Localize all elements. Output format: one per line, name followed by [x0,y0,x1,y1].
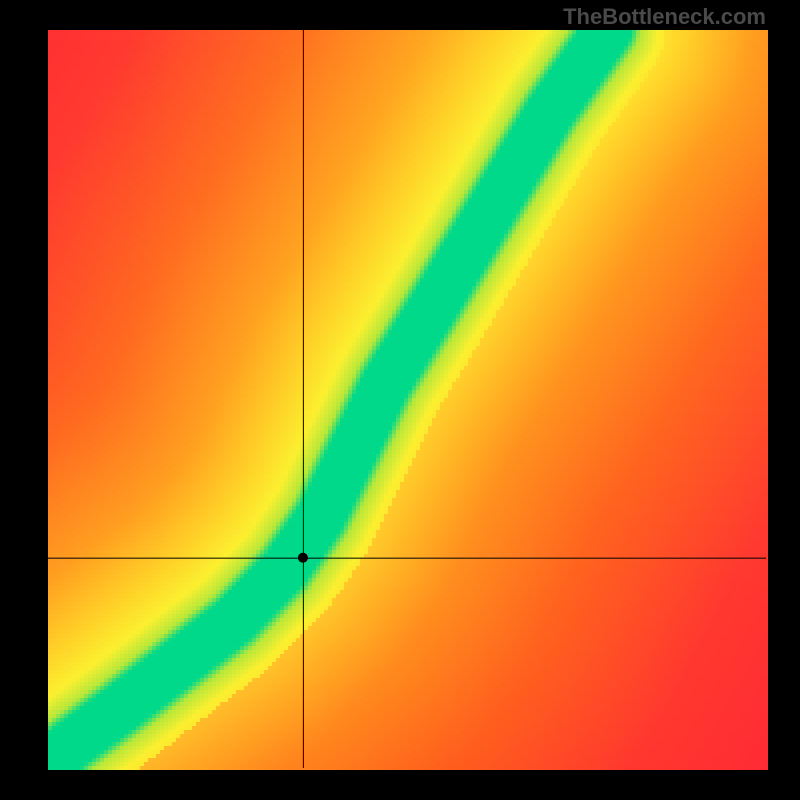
watermark-text: TheBottleneck.com [563,4,766,30]
chart-container: TheBottleneck.com [0,0,800,800]
bottleneck-heatmap-canvas [0,0,800,800]
